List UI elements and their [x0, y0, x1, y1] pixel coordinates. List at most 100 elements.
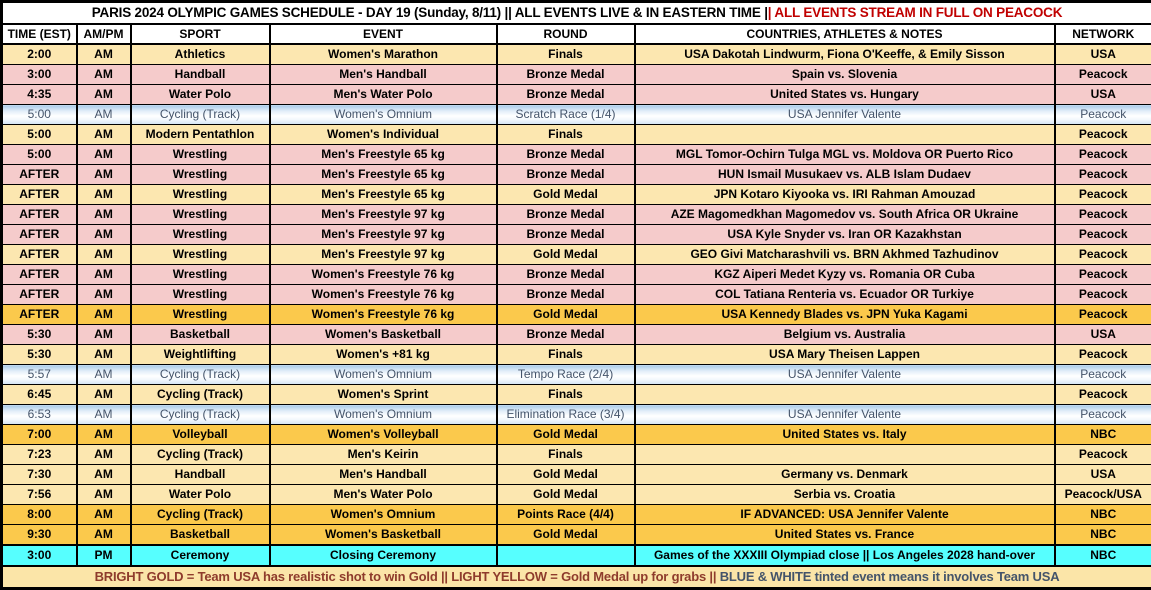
cell-ampm: AM — [77, 44, 131, 65]
cell-ampm: AM — [77, 85, 131, 105]
cell-event: Women's Sprint — [270, 385, 497, 405]
cell-time: AFTER — [2, 285, 77, 305]
cell-network: Peacock — [1055, 205, 1151, 225]
cell-ampm: AM — [77, 165, 131, 185]
cell-round: Finals — [497, 345, 635, 365]
cell-time: 8:00 — [2, 505, 77, 525]
cell-event: Men's Freestyle 97 kg — [270, 245, 497, 265]
cell-time: 7:56 — [2, 485, 77, 505]
cell-sport: Basketball — [131, 325, 270, 345]
cell-ampm: AM — [77, 65, 131, 85]
cell-ampm: AM — [77, 425, 131, 445]
cell-notes: Belgium vs. Australia — [635, 325, 1055, 345]
cell-sport: Wrestling — [131, 185, 270, 205]
column-header-2: SPORT — [131, 24, 270, 44]
cell-ampm: AM — [77, 385, 131, 405]
cell-event: Men's Freestyle 97 kg — [270, 225, 497, 245]
cell-round: Bronze Medal — [497, 205, 635, 225]
cell-time: AFTER — [2, 165, 77, 185]
cell-network: Peacock — [1055, 345, 1151, 365]
cell-ampm: AM — [77, 265, 131, 285]
cell-ampm: AM — [77, 145, 131, 165]
cell-sport: Athletics — [131, 44, 270, 65]
cell-time: 5:00 — [2, 125, 77, 145]
cell-round: Bronze Medal — [497, 165, 635, 185]
cell-event: Men's Freestyle 97 kg — [270, 205, 497, 225]
cell-round: Gold Medal — [497, 305, 635, 325]
cell-notes: USA Jennifer Valente — [635, 365, 1055, 385]
cell-time: 2:00 — [2, 44, 77, 65]
cell-time: 7:23 — [2, 445, 77, 465]
cell-sport: Wrestling — [131, 285, 270, 305]
cell-event: Women's Omnium — [270, 105, 497, 125]
cell-ampm: AM — [77, 245, 131, 265]
cell-notes: United States vs. Hungary — [635, 85, 1055, 105]
legend-separator: || — [709, 569, 716, 584]
cell-notes: GEO Givi Matcharashvili vs. BRN Akhmed T… — [635, 245, 1055, 265]
cell-ampm: AM — [77, 305, 131, 325]
cell-ampm: AM — [77, 405, 131, 425]
cell-sport: Wrestling — [131, 145, 270, 165]
cell-sport: Water Polo — [131, 485, 270, 505]
title-main: PARIS 2024 OLYMPIC GAMES SCHEDULE - DAY … — [92, 5, 768, 20]
cell-ampm: AM — [77, 465, 131, 485]
cell-sport: Cycling (Track) — [131, 365, 270, 385]
legend-row: BRIGHT GOLD = Team USA has realistic sho… — [2, 566, 1151, 589]
cell-time: 9:30 — [2, 525, 77, 546]
cell-notes — [635, 125, 1055, 145]
cell-time: AFTER — [2, 245, 77, 265]
cell-round: Bronze Medal — [497, 265, 635, 285]
cell-ampm: AM — [77, 505, 131, 525]
cell-sport: Volleyball — [131, 425, 270, 445]
cell-round: Bronze Medal — [497, 145, 635, 165]
cell-event: Men's Freestyle 65 kg — [270, 165, 497, 185]
cell-ampm: AM — [77, 485, 131, 505]
cell-event: Men's Freestyle 65 kg — [270, 145, 497, 165]
cell-round: Gold Medal — [497, 525, 635, 546]
cell-round: Finals — [497, 445, 635, 465]
cell-ampm: AM — [77, 105, 131, 125]
cell-network: USA — [1055, 465, 1151, 485]
cell-network: Peacock — [1055, 445, 1151, 465]
cell-event: Women's +81 kg — [270, 345, 497, 365]
cell-time: AFTER — [2, 265, 77, 285]
cell-ampm: AM — [77, 225, 131, 245]
cell-sport: Wrestling — [131, 205, 270, 225]
cell-notes: USA Dakotah Lindwurm, Fiona O'Keeffe, & … — [635, 44, 1055, 65]
cell-time: 3:00 — [2, 65, 77, 85]
cell-event: Men's Freestyle 65 kg — [270, 185, 497, 205]
cell-sport: Wrestling — [131, 225, 270, 245]
cell-notes: USA Kennedy Blades vs. JPN Yuka Kagami — [635, 305, 1055, 325]
cell-notes: United States vs. France — [635, 525, 1055, 546]
cell-round: Finals — [497, 125, 635, 145]
column-header-5: COUNTRIES, ATHLETES & NOTES — [635, 24, 1055, 44]
cell-time: 5:30 — [2, 325, 77, 345]
cell-sport: Wrestling — [131, 265, 270, 285]
cell-round: Elimination Race (3/4) — [497, 405, 635, 425]
cell-sport: Cycling (Track) — [131, 445, 270, 465]
cell-sport: Water Polo — [131, 85, 270, 105]
cell-time: AFTER — [2, 305, 77, 325]
cell-round: Bronze Medal — [497, 325, 635, 345]
legend-separator: || — [441, 569, 448, 584]
cell-event: Women's Volleyball — [270, 425, 497, 445]
cell-time: 7:30 — [2, 465, 77, 485]
cell-ampm: AM — [77, 285, 131, 305]
cell-notes: United States vs. Italy — [635, 425, 1055, 445]
column-header-1: AM/PM — [77, 24, 131, 44]
